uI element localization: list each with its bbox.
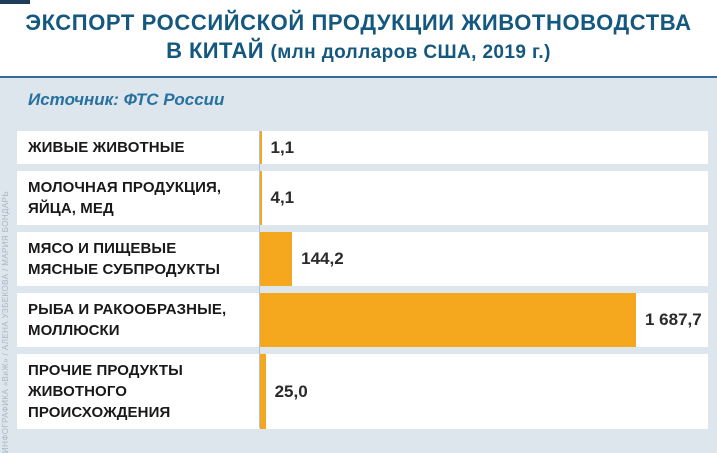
chart-title-line1: ЭКСПОРТ РОССИЙСКОЙ ПРОДУКЦИИ ЖИВОТНОВОДС… <box>25 10 692 35</box>
bar <box>260 293 636 347</box>
bar-zone: 25,0 <box>260 354 708 429</box>
value-label: 1 687,7 <box>645 310 702 329</box>
watermark-credit: ИНФОГРАФИКА «ВиЖ» / АЛЕНА УЗБЕКОВА / МАР… <box>1 190 10 453</box>
axis-baseline <box>259 131 260 428</box>
category-label: МОЛОЧНАЯ ПРОДУКЦИЯ, ЯЙЦА, МЕД <box>28 179 222 217</box>
category-label: МЯСО И ПИЩЕВЫЕ МЯСНЫЕ СУБПРОДУКТЫ <box>28 240 220 278</box>
bar-zone: 1 687,7 <box>260 293 708 347</box>
chart-row: РЫБА И РАКООБРАЗНЫЕ, МОЛЛЮСКИ 1 687,7 <box>17 293 708 347</box>
chart-rows: ЖИВЫЕ ЖИВОТНЫЕ 1,1 МОЛОЧНАЯ ПРОДУКЦИЯ, ЯЙЦА… <box>17 131 708 429</box>
bar <box>260 171 262 225</box>
chart-row: ПРОЧИЕ ПРОДУКТЫ ЖИВОТНОГО ПРОИСХОЖДЕНИЯ 25,… <box>17 354 708 429</box>
chart-title-line2: В КИТАЙ (млн долларов США, 2019 г.) <box>0 37 717 66</box>
bar <box>260 131 262 164</box>
bar-zone: 144,2 <box>260 232 708 286</box>
value-label: 144,2 <box>301 249 344 268</box>
category-label: ПРОЧИЕ ПРОДУКТЫ ЖИВОТНОГО ПРОИСХОЖДЕНИЯ <box>28 362 183 421</box>
category-label: ЖИВЫЕ ЖИВОТНЫЕ <box>28 139 185 156</box>
header: ЭКСПОРТ РОССИЙСКОЙ ПРОДУКЦИИ ЖИВОТНОВОДС… <box>0 0 717 78</box>
bar <box>260 232 293 286</box>
value-label: 25,0 <box>274 381 308 401</box>
chart-row: ЖИВЫЕ ЖИВОТНЫЕ 1,1 <box>17 131 708 164</box>
value-label: 4,1 <box>270 188 295 207</box>
chart-title-line2-sub: (млн долларов США, 2019 г.) <box>270 42 551 63</box>
chart-row: МЯСО И ПИЩЕВЫЕ МЯСНЫЕ СУБПРОДУКТЫ 144,2 <box>17 232 708 286</box>
chart-title-line2-main: В КИТАЙ <box>166 38 264 63</box>
bar-zone: 1,1 <box>260 131 708 164</box>
category-label: РЫБА И РАКООБРАЗНЫЕ, МОЛЛЮСКИ <box>28 301 227 339</box>
top-left-mark <box>0 0 30 4</box>
source-label: Источник: ФТС России <box>28 90 225 109</box>
bar-zone: 4,1 <box>260 171 708 225</box>
value-label: 1,1 <box>270 137 295 157</box>
chart-row: МОЛОЧНАЯ ПРОДУКЦИЯ, ЯЙЦА, МЕД 4,1 <box>17 171 708 225</box>
bar <box>260 354 266 429</box>
